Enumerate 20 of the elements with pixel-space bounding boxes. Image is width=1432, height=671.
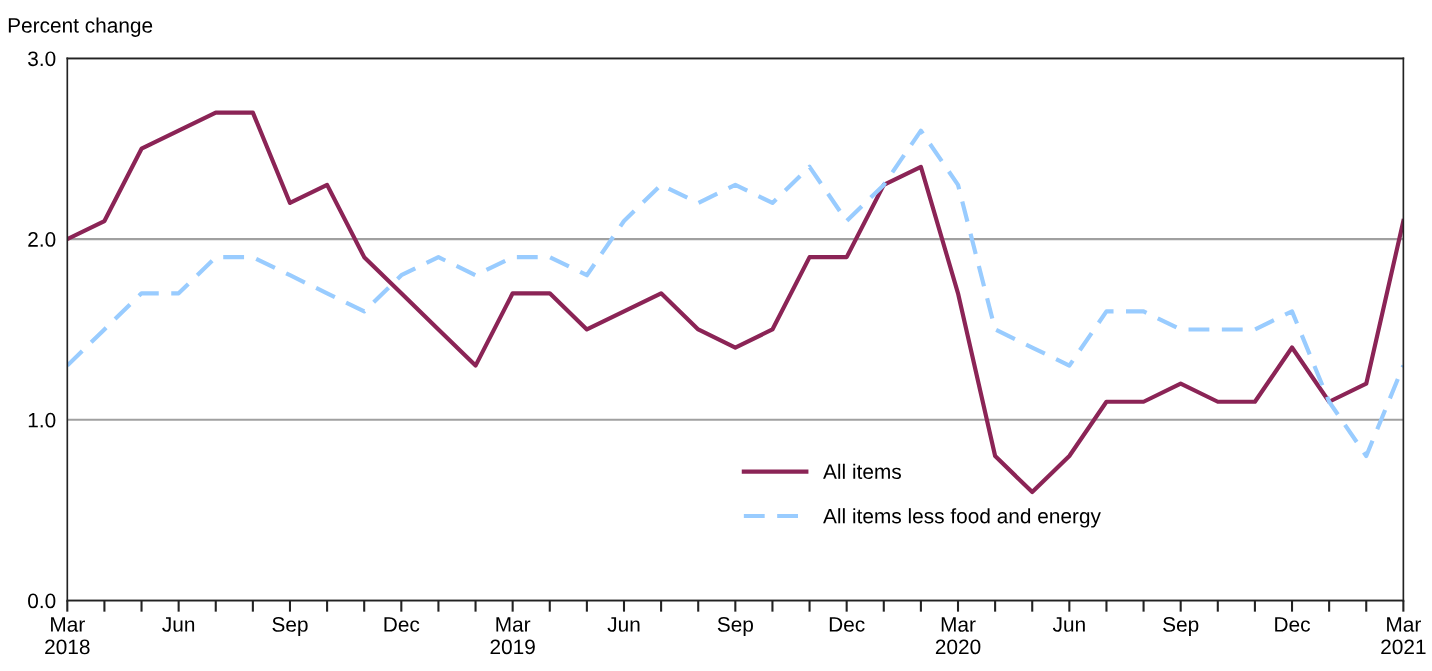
y-tick-label: 2.0 [28, 232, 56, 247]
legend-label: All items less food and energy [823, 508, 1101, 528]
x-tick-label: Mar 2021 [1381, 617, 1426, 655]
y-tick-label: 0.0 [28, 593, 56, 609]
x-tick-label: Sep [1163, 617, 1199, 636]
x-tick-label: Dec [1275, 617, 1310, 632]
legend-label: All items [823, 463, 901, 480]
x-tick-label: Sep [272, 617, 308, 636]
x-tick-label: Mar 2020 [935, 617, 981, 655]
x-tick-label: Mar 2018 [45, 617, 90, 655]
x-tick-label: Sep [717, 617, 753, 636]
y-tick-label: 1.0 [28, 412, 56, 428]
x-tick-label: Jun [1052, 617, 1085, 632]
x-tick-label: Jun [607, 617, 640, 632]
x-tick-label: Dec [384, 617, 420, 632]
x-tick-label: Mar 2019 [490, 617, 535, 655]
x-tick-label: Jun [162, 617, 195, 632]
x-tick-label: Dec [829, 617, 865, 632]
y-axis-title: Percent change [8, 17, 153, 37]
y-tick-label: 3.0 [28, 51, 56, 67]
